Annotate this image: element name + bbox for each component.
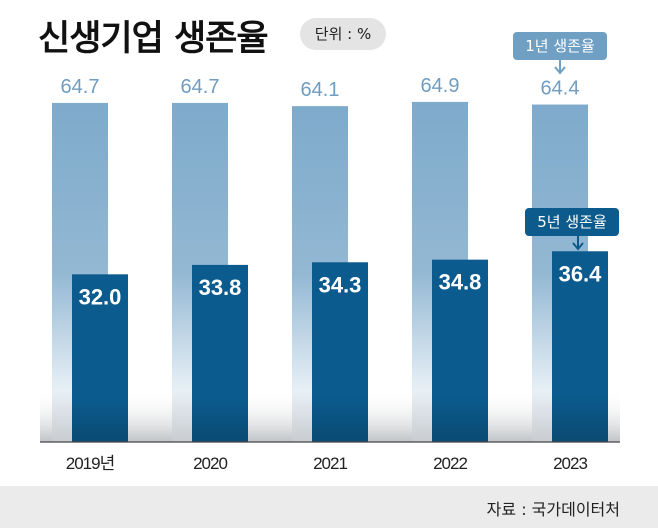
x-tick-label: 2023	[553, 454, 587, 473]
x-tick-label: 2020	[193, 454, 227, 473]
source-note: 자료 : 국가데이터처	[486, 500, 620, 519]
chart-title: 신생기업 생존율	[38, 19, 269, 59]
value-label-1yr: 64.7	[181, 76, 220, 98]
value-label-5yr: 33.8	[199, 275, 242, 300]
bar-chart: 64.7 32.0 2019년 64.7 33.8 2020 64.1 34.3 2021 64.…	[40, 32, 620, 473]
bar-5yr-survival	[72, 274, 128, 442]
bar-5yr-survival	[192, 264, 248, 442]
value-label-1yr: 64.7	[61, 76, 100, 98]
bar-5yr-survival	[312, 262, 368, 442]
footer-bar: 자료 : 국가데이터처	[0, 486, 658, 528]
unit-badge: 단위 : %	[300, 18, 386, 50]
value-label-5yr: 34.8	[439, 270, 482, 295]
value-label-1yr: 64.1	[301, 79, 340, 101]
value-label-5yr: 36.4	[559, 261, 603, 286]
legend-badge-1yr	[513, 32, 607, 60]
value-label-5yr: 34.3	[319, 272, 362, 297]
legend-label-1yr: 1년 생존율	[525, 37, 595, 55]
x-tick-label: 2019년	[66, 454, 114, 473]
x-tick-label: 2022	[433, 454, 467, 473]
bar-5yr-survival	[432, 259, 488, 442]
value-label-1yr: 64.4	[541, 78, 580, 100]
arrow-down-icon	[554, 60, 566, 75]
bar-5yr-survival	[552, 251, 608, 442]
legend-badge-5yr	[525, 208, 619, 236]
x-tick-label: 2021	[313, 454, 347, 473]
arrow-down-icon	[572, 236, 584, 251]
value-label-5yr: 32.0	[79, 284, 122, 309]
legend-label-5yr: 5년 생존율	[537, 213, 607, 231]
value-label-1yr: 64.9	[421, 75, 460, 97]
